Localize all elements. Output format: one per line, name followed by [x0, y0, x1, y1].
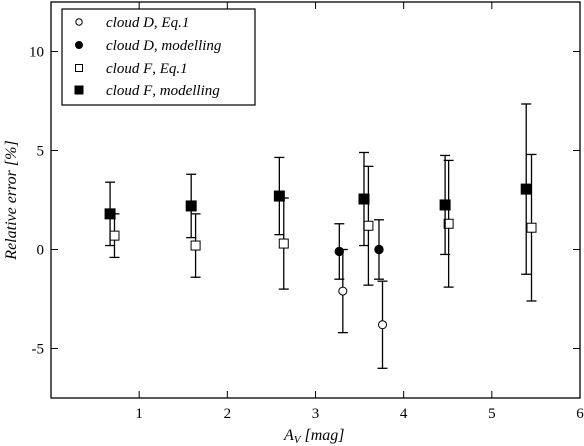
legend-label: cloud D, Eq.1 [106, 15, 189, 31]
data-point [374, 244, 384, 255]
data-point [526, 222, 537, 233]
legend-marker [75, 18, 83, 26]
data-point [104, 208, 116, 220]
series [337, 248, 388, 369]
legend: cloud D, Eq.1 cloud D, modelling cloud F, … [61, 8, 256, 106]
data-point [378, 320, 388, 330]
series [334, 219, 384, 280]
legend-label: cloud F, modelling [106, 83, 220, 99]
series [104, 103, 532, 275]
data-point [363, 220, 374, 231]
x-tick-label: 2 [224, 406, 232, 422]
legend-marker [75, 41, 83, 49]
x-tick-label: 4 [400, 406, 408, 422]
legend-box [61, 8, 256, 106]
legend-label: cloud F, Eq.1 [106, 61, 188, 77]
data-point [439, 199, 451, 211]
data-point [443, 218, 454, 229]
x-axis-label: AV [mag] [283, 427, 345, 446]
data-point [109, 230, 120, 241]
data-marks [104, 103, 537, 369]
y-tick-label: -5 [32, 342, 45, 358]
data-point [273, 190, 285, 202]
legend-marker [75, 64, 83, 72]
series [109, 153, 537, 302]
y-tick-label: 10 [29, 45, 44, 61]
x-tick-label: 6 [576, 406, 584, 422]
data-point [185, 200, 197, 212]
data-point [358, 193, 370, 205]
data-point [520, 183, 532, 195]
y-axis-label: Relative error [%] [3, 140, 20, 260]
axis-ticks: 1 2 3 4 5 6 -5 0 5 10 [29, 2, 584, 422]
x-tick-label: 1 [135, 406, 143, 422]
data-point [334, 246, 345, 257]
data-point [338, 286, 348, 296]
legend-marker [74, 85, 84, 95]
legend-label: cloud D, modelling [106, 38, 222, 54]
y-tick-label: 0 [37, 243, 45, 259]
x-tick-label: 5 [488, 406, 496, 422]
x-tick-label: 3 [312, 406, 320, 422]
data-point [190, 240, 201, 251]
data-point [278, 238, 289, 249]
y-tick-label: 5 [37, 144, 45, 160]
